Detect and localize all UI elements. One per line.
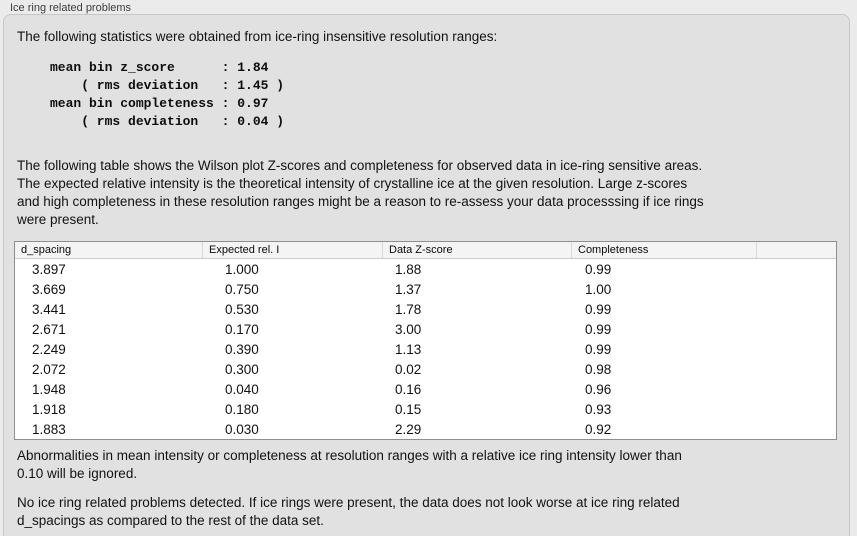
intro-text: The following statistics were obtained f… <box>17 29 498 44</box>
cell-expected-rel-i: 0.530 <box>225 301 259 317</box>
table-row[interactable]: 3.441 0.530 1.78 0.99 <box>15 299 836 319</box>
cell-completeness: 0.96 <box>585 381 612 397</box>
column-header-completeness[interactable]: Completeness <box>572 242 757 258</box>
table-row[interactable]: 1.918 0.180 0.15 0.93 <box>15 399 836 419</box>
cell-d-spacing: 2.072 <box>32 361 66 377</box>
cell-d-spacing: 2.249 <box>32 341 66 357</box>
cell-d-spacing: 1.918 <box>32 401 66 417</box>
cell-data-z-score: 1.13 <box>395 341 422 357</box>
cell-completeness: 0.98 <box>585 361 612 377</box>
column-header-d-spacing[interactable]: d_spacing <box>15 242 203 258</box>
cell-completeness: 1.00 <box>585 281 612 297</box>
cell-data-z-score: 2.29 <box>395 421 422 437</box>
table-row[interactable]: 2.249 0.390 1.13 0.99 <box>15 339 836 359</box>
cell-d-spacing: 2.671 <box>32 321 66 337</box>
table-header-row: d_spacing Expected rel. I Data Z-score C… <box>15 242 836 259</box>
cell-d-spacing: 1.883 <box>32 421 66 437</box>
cell-expected-rel-i: 0.030 <box>225 421 259 437</box>
cell-expected-rel-i: 0.300 <box>225 361 259 377</box>
cell-expected-rel-i: 0.040 <box>225 381 259 397</box>
conclusion-text: No ice ring related problems detected. I… <box>17 495 680 528</box>
cell-completeness: 0.99 <box>585 321 612 337</box>
cell-completeness: 0.93 <box>585 401 612 417</box>
cell-data-z-score: 3.00 <box>395 321 422 337</box>
stats-block: mean bin z_score : 1.84 ( rms deviation … <box>50 60 285 129</box>
cell-expected-rel-i: 0.180 <box>225 401 259 417</box>
column-header-expected-rel-i[interactable]: Expected rel. I <box>203 242 383 258</box>
cell-completeness: 0.99 <box>585 301 612 317</box>
table-description: The following table shows the Wilson plo… <box>17 158 704 227</box>
cell-data-z-score: 0.15 <box>395 401 422 417</box>
cell-data-z-score: 0.16 <box>395 381 422 397</box>
cell-completeness: 0.92 <box>585 421 612 437</box>
ice-ring-panel: The following statistics were obtained f… <box>3 14 850 536</box>
table-row[interactable]: 2.072 0.300 0.02 0.98 <box>15 359 836 379</box>
cell-completeness: 0.99 <box>585 341 612 357</box>
cell-d-spacing: 3.441 <box>32 301 66 317</box>
group-box-title: Ice ring related problems <box>10 2 132 14</box>
ignore-threshold-note: Abnormalities in mean intensity or compl… <box>17 448 682 481</box>
cell-expected-rel-i: 0.170 <box>225 321 259 337</box>
cell-expected-rel-i: 1.000 <box>225 261 259 277</box>
table-row[interactable]: 3.669 0.750 1.37 1.00 <box>15 279 836 299</box>
column-header-filler <box>757 242 836 258</box>
cell-d-spacing: 3.897 <box>32 261 66 277</box>
table-row[interactable]: 2.671 0.170 3.00 0.99 <box>15 319 836 339</box>
cell-d-spacing: 1.948 <box>32 381 66 397</box>
cell-data-z-score: 1.78 <box>395 301 422 317</box>
table-row[interactable]: 3.897 1.000 1.88 0.99 <box>15 259 836 279</box>
cell-d-spacing: 3.669 <box>32 281 66 297</box>
cell-data-z-score: 1.88 <box>395 261 422 277</box>
cell-completeness: 0.99 <box>585 261 612 277</box>
table-row[interactable]: 1.883 0.030 2.29 0.92 <box>15 419 836 439</box>
column-header-data-z-score[interactable]: Data Z-score <box>383 242 572 258</box>
cell-data-z-score: 0.02 <box>395 361 422 377</box>
cell-data-z-score: 1.37 <box>395 281 422 297</box>
ice-ring-table: d_spacing Expected rel. I Data Z-score C… <box>14 241 837 440</box>
cell-expected-rel-i: 0.750 <box>225 281 259 297</box>
table-row[interactable]: 1.948 0.040 0.16 0.96 <box>15 379 836 399</box>
cell-expected-rel-i: 0.390 <box>225 341 259 357</box>
